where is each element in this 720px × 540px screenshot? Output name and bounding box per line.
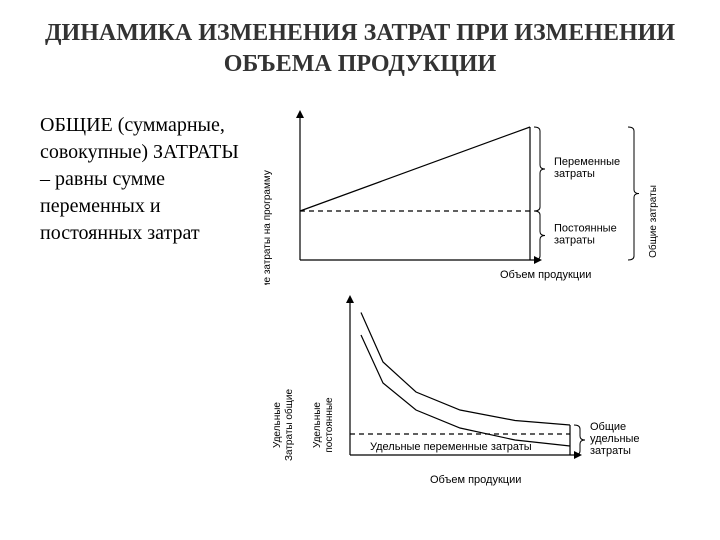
svg-text:Объем продукции: Объем продукции: [430, 474, 521, 486]
body-text: ОБЩИЕ (суммарные, совокупные) ЗАТРАТЫ – …: [40, 100, 250, 500]
svg-text:Общие: Общие: [590, 421, 626, 433]
svg-text:постоянные: постоянные: [324, 397, 335, 453]
charts-column: Общие затраты на программуПеременныезатр…: [250, 100, 700, 500]
chart-total-costs: Общие затраты на программуПеременныезатр…: [250, 100, 680, 285]
svg-text:Переменные: Переменные: [554, 156, 620, 168]
svg-text:затраты: затраты: [554, 168, 595, 180]
svg-text:затраты: затраты: [554, 235, 595, 247]
chart-unit-costs: УдельныеЗатраты общиеУдельныепостоянныеУ…: [250, 285, 680, 500]
svg-text:Удельные: Удельные: [312, 402, 323, 448]
svg-text:затраты: затраты: [590, 445, 631, 457]
svg-text:Общие затраты: Общие затраты: [647, 185, 659, 258]
page-title: ДИНАМИКА ИЗМЕНЕНИЯ ЗАТРАТ ПРИ ИЗМЕНЕНИИ …: [0, 0, 720, 90]
svg-text:удельные: удельные: [590, 433, 640, 445]
svg-text:Удельные переменные затраты: Удельные переменные затраты: [370, 441, 532, 453]
svg-text:Общие затраты на программу: Общие затраты на программу: [261, 171, 273, 286]
svg-text:Удельные: Удельные: [272, 402, 283, 448]
svg-text:Постоянные: Постоянные: [554, 223, 617, 235]
svg-text:Объем продукции: Объем продукции: [500, 269, 591, 281]
svg-text:Затраты общие: Затраты общие: [283, 389, 295, 462]
content-row: ОБЩИЕ (суммарные, совокупные) ЗАТРАТЫ – …: [0, 90, 720, 500]
